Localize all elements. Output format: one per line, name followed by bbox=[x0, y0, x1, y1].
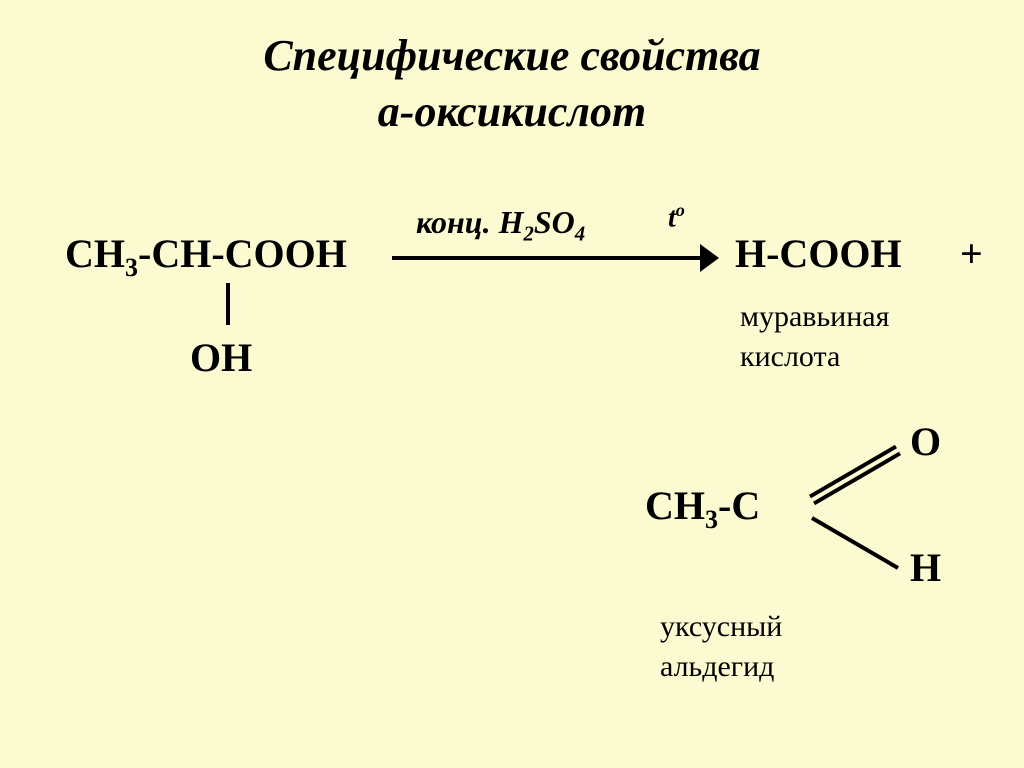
product2-ch3c: CH3-C bbox=[645, 482, 760, 535]
product2-o: O bbox=[910, 418, 941, 465]
product2-label-1: уксусный bbox=[660, 610, 782, 644]
reactant-oh-bond bbox=[226, 283, 230, 325]
product1-label-2: кислота bbox=[740, 340, 840, 374]
reaction-arrow-head bbox=[700, 244, 719, 272]
product1-formula: H-COOH bbox=[735, 230, 902, 277]
reactant-formula: CH3-CH-COOH bbox=[65, 230, 347, 283]
arrow-temp: to bbox=[668, 200, 685, 234]
product2-label-2: альдегид bbox=[660, 650, 774, 684]
product1-label-1: муравьиная bbox=[740, 300, 889, 334]
arrow-reagent: конц. H2SO4 bbox=[416, 204, 585, 246]
reaction-arrow-line bbox=[392, 256, 702, 260]
plus-sign: + bbox=[960, 230, 983, 277]
reactant-oh: OH bbox=[190, 334, 252, 381]
product2-h: H bbox=[910, 544, 941, 591]
title-line1: Специфические свойства bbox=[0, 30, 1024, 81]
title-line2: а-оксикислот bbox=[0, 86, 1024, 137]
